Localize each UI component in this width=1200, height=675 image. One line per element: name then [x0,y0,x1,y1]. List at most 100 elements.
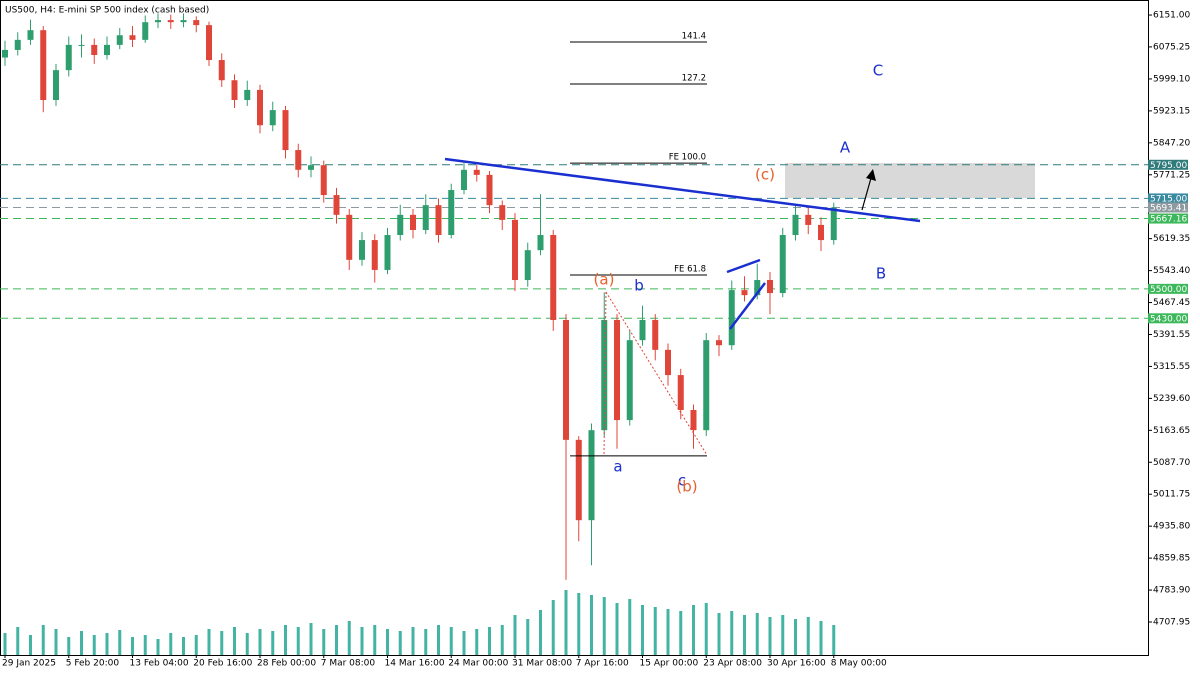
x-tick-label: 31 Mar 08:00 [512,659,572,669]
trendline [444,157,921,223]
annotation: a [613,458,622,476]
candle-body [779,235,786,294]
level-label-bg [1148,313,1188,324]
annotation: c [678,472,686,490]
candle-body [384,235,391,270]
volume-bar [628,599,632,655]
candle-body [2,49,8,58]
volume-bar [475,629,479,655]
candle-body [767,280,773,294]
volume-bar [54,629,58,655]
volume-bar [449,627,453,655]
annotation: C [873,62,883,80]
volume-bar [131,637,134,655]
volume-bar [182,637,185,655]
volume-bar [794,619,797,655]
wedge-line [726,258,761,274]
x-tick-label: 13 Feb 04:00 [130,659,189,669]
volume-bar [679,611,683,655]
volume-bar [156,639,160,655]
volume-bar [233,627,236,655]
level-label-bg [1148,213,1188,224]
volume-bar [539,610,542,655]
volume-bar [296,627,300,655]
candle-body [665,349,671,376]
x-tick-label: 24 Mar 00:00 [448,659,508,669]
volume-bar [398,631,402,655]
volume-bar [641,605,644,655]
candle-body [652,319,659,350]
candle-body [104,44,110,55]
volume-bar [755,613,759,655]
volume-bar [551,600,555,655]
y-tick-label: 5011.75 [1153,490,1190,500]
y-tick-label: 5847.20 [1153,138,1190,148]
annotation: B [876,265,886,283]
candle-body [473,169,480,175]
y-tick-label: 5239.60 [1153,394,1190,404]
candle-body [155,20,161,23]
volume-bar [717,613,721,655]
candle-body [537,235,544,251]
wedge-line [729,282,766,330]
x-tick-label: 7 Apr 16:00 [576,659,629,669]
volume-bar [666,609,670,655]
y-tick-label: 5771.25 [1153,170,1190,180]
y-tick-label: 5163.65 [1153,426,1190,436]
annotation: A [840,139,851,157]
candle-body [27,30,34,40]
x-tick-label: 28 Feb 00:00 [257,659,316,669]
volume-bar [730,611,734,655]
candle-body [550,235,557,320]
volume-bar [590,595,593,655]
candle-body [818,224,824,241]
x-tick-label: 15 Apr 00:00 [640,659,699,669]
plot-frame [0,0,1149,656]
y-tick-label: 6075.25 [1153,42,1190,52]
candle-body [614,319,620,421]
candle-body [320,165,327,196]
volume-bar [118,630,122,655]
candle-body [14,39,21,50]
y-tick-label: 5087.70 [1153,458,1190,468]
candle-body [601,319,608,431]
candle-body [282,110,289,151]
candle-body [346,214,353,260]
volume-bar [488,627,491,655]
level-label-bg [1148,202,1188,213]
candle-body [499,205,506,220]
volume-bar [207,629,211,655]
candle-body [728,290,735,346]
volume-bar [16,627,20,655]
volume-bar [564,590,568,655]
dotted-line [603,291,607,456]
candle-body [116,35,123,45]
y-tick-label: 5543.40 [1153,266,1190,276]
volume-bar [284,625,287,655]
volume-bar [526,619,530,655]
volume-bar [692,605,695,655]
candle-body [703,340,710,431]
x-tick-label: 8 May 00:00 [831,659,887,669]
candle-body [295,150,302,170]
y-tick-label: 5923.15 [1153,106,1190,116]
candle-body [244,89,251,101]
y-tick-label: 5391.55 [1153,330,1190,340]
volume-bar [29,635,32,655]
volume-bar [462,631,466,655]
level-label-bg [1148,283,1188,294]
volume-bar [424,629,428,655]
volume-bar [80,631,83,655]
candle-body [741,290,748,296]
volume-bar [105,633,109,655]
candle-body [575,439,582,521]
candle-body [359,240,365,260]
candle-body [269,110,276,126]
volume-bar [768,617,772,655]
candle-body [218,60,225,81]
y-tick-label: 4783.90 [1153,586,1190,596]
candle-body [193,20,200,26]
candle-body [792,214,799,236]
level-label-bg [1148,159,1188,170]
